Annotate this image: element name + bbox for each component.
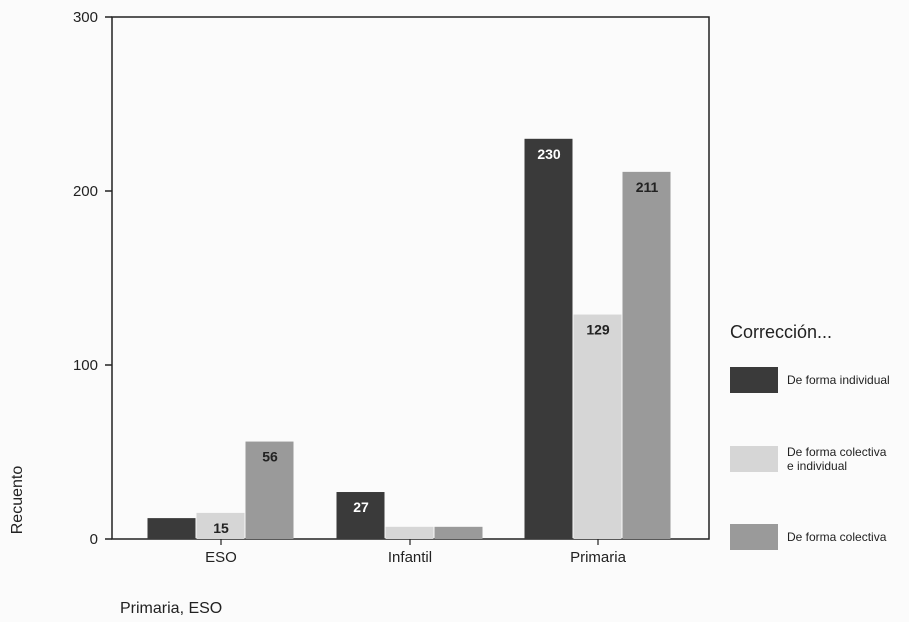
bar-eso-series-2: [196, 512, 245, 539]
y-tick-label: 200: [73, 183, 98, 200]
data-label-eso-series-3: 56: [262, 449, 278, 465]
y-tick-label: 300: [73, 9, 98, 26]
bar-primaria-series-3: [622, 171, 671, 540]
bar-infantil-series-2: [385, 526, 434, 539]
legend-label-3: De forma colectiva: [787, 530, 887, 544]
bar-infantil-series-3: [434, 526, 483, 539]
bar-eso-series-1: [147, 518, 196, 539]
x-tick-label: ESO: [205, 549, 237, 566]
data-label-primaria-series-3: 211: [636, 179, 659, 195]
bar-primaria-series-1: [524, 138, 573, 540]
y-tick-label: 0: [90, 531, 98, 548]
data-label-infantil-series-1: 27: [353, 499, 369, 515]
legend-label-1: De forma individual: [787, 373, 890, 387]
x-tick-label: Primaria: [570, 549, 626, 566]
data-label-eso-series-2: 15: [213, 520, 229, 536]
bar-infantil-series-1: [336, 492, 385, 539]
y-axis-title: Recuento: [9, 466, 26, 535]
legend-swatch-3: [730, 524, 778, 550]
bar-eso-series-3: [245, 441, 294, 539]
legend-title: Corrección...: [730, 322, 832, 342]
data-label-primaria-series-1: 230: [537, 146, 561, 162]
legend-label-2: De forma colectiva: [787, 445, 887, 459]
bar-primaria-series-2: [573, 314, 622, 539]
data-label-primaria-series-2: 129: [586, 322, 610, 338]
legend-swatch-1: [730, 367, 778, 393]
legend-label-2: e individual: [787, 459, 847, 473]
legend-swatch-2: [730, 446, 778, 472]
y-tick-label: 100: [73, 357, 98, 374]
x-tick-label: Infantil: [388, 549, 432, 566]
x-axis-title: Primaria, ESO: [120, 600, 222, 617]
